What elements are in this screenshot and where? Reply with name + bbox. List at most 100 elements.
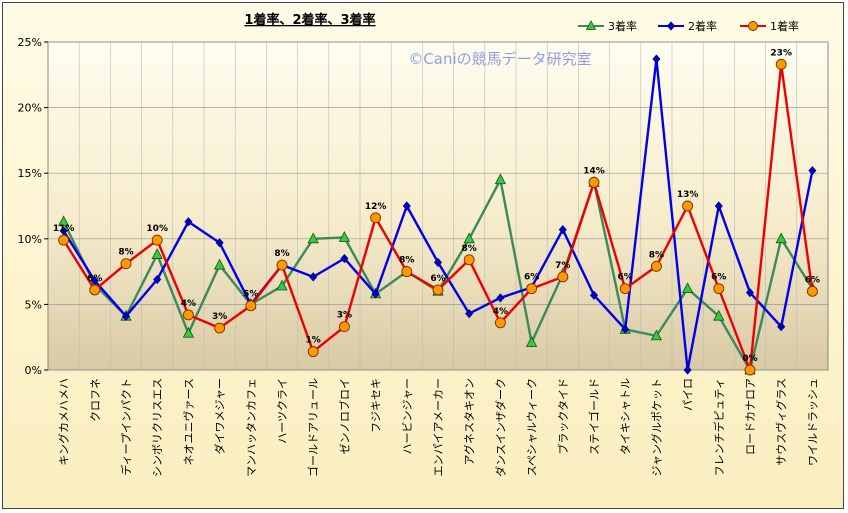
data-label-1st: 12%	[365, 202, 387, 212]
data-point-2nd	[340, 253, 349, 264]
data-point-3rd	[213, 258, 226, 270]
x-tick-label: サウスヴィグラス	[774, 378, 788, 466]
y-tick-label: 5%	[25, 298, 42, 311]
data-label-1st: 1%	[306, 336, 321, 346]
data-label-1st: 8%	[274, 249, 289, 259]
data-point-2nd	[745, 287, 755, 298]
legend-label-2: 2着率	[688, 19, 717, 33]
data-label-1st: 3%	[337, 311, 352, 321]
y-tick-label: 15%	[18, 167, 42, 180]
data-point-1st	[682, 200, 694, 212]
x-tick-label: ロードカナロア	[744, 378, 757, 455]
data-point-1st	[307, 346, 319, 358]
x-tick-label: ハーツクライ	[276, 378, 289, 444]
data-point-2nd	[808, 165, 817, 176]
data-point-1st	[463, 254, 475, 266]
chart-title: 1着率、2着率、3着率	[244, 12, 375, 28]
x-tick-label: アグネスタキオン	[462, 378, 476, 465]
data-point-2nd	[153, 274, 162, 285]
data-label-1st: 8%	[399, 256, 414, 266]
data-point-2nd	[465, 308, 474, 319]
data-label-1st: 6%	[711, 273, 726, 283]
data-point-1st	[370, 212, 382, 224]
x-tick-label: エンパイアメーカー	[432, 378, 445, 476]
data-point-2nd	[309, 272, 318, 282]
data-point-2nd	[496, 293, 505, 303]
y-tick-label: 25%	[18, 36, 42, 49]
data-point-2nd	[714, 201, 723, 211]
x-tick-label: ディープインパクト	[119, 378, 133, 476]
data-point-1st	[588, 176, 600, 188]
watermark-text: ©Caniの競馬データ研究室	[408, 50, 591, 68]
data-point-1st	[650, 260, 662, 272]
x-tick-label: マンハッタンカフェ	[245, 378, 258, 477]
legend-label-1: 3着率	[608, 19, 637, 33]
data-point-1st	[151, 234, 163, 246]
data-label-1st: 3%	[212, 312, 227, 322]
x-tick-label: クロフネ	[89, 378, 102, 422]
data-label-1st: 7%	[555, 261, 570, 271]
x-tick-label: ブラックタイド	[556, 378, 570, 455]
data-point-1st	[214, 322, 226, 334]
data-point-2nd	[184, 217, 193, 227]
data-label-1st: 10%	[146, 224, 168, 234]
x-tick-label: ダイワメジャー	[213, 378, 227, 454]
x-tick-label: ワイルドラッシュ	[806, 378, 819, 466]
y-tick-label: 10%	[18, 233, 42, 246]
data-point-3rd	[182, 326, 195, 338]
data-point-3rd	[276, 279, 288, 291]
data-point-2nd	[371, 289, 380, 299]
x-tick-label: ハービンジャー	[401, 378, 414, 454]
data-point-3rd	[681, 282, 694, 294]
x-tick-label: ジャングルポケット	[649, 378, 663, 476]
legend-marker-1st	[748, 21, 758, 31]
data-label-1st: 8%	[649, 250, 664, 260]
x-tick-label: パイロ	[682, 378, 695, 411]
x-tick-label: スペシャルウィーク	[526, 378, 539, 476]
data-point-1st	[182, 309, 194, 321]
data-point-3rd	[463, 232, 475, 244]
data-point-3rd	[713, 309, 725, 321]
data-label-1st: 6%	[87, 274, 102, 284]
data-point-3rd	[525, 336, 538, 347]
data-point-3rd	[57, 215, 70, 227]
x-tick-label: ゼンノロブロイ	[337, 378, 351, 454]
x-tick-label: キングカメハメハ	[57, 378, 71, 466]
data-point-2nd	[683, 365, 692, 375]
data-point-1st	[619, 283, 631, 295]
data-point-1st	[494, 317, 506, 329]
data-point-3rd	[775, 232, 787, 244]
data-point-3rd	[338, 231, 351, 242]
x-tick-label: フレンチデピュティ	[712, 378, 726, 476]
x-tick-label: フジキセキ	[370, 378, 383, 433]
data-point-1st	[744, 364, 756, 376]
data-label-1st: 6%	[805, 275, 820, 285]
data-point-2nd	[558, 225, 567, 235]
data-point-2nd	[121, 311, 131, 321]
data-point-1st	[806, 285, 818, 297]
data-point-1st	[89, 284, 101, 296]
legend-marker-3rd	[585, 20, 597, 30]
data-point-3rd	[151, 248, 163, 259]
data-label-1st: 8%	[462, 244, 477, 254]
legend-marker-2nd	[666, 21, 676, 31]
data-point-3rd	[494, 173, 507, 185]
data-label-1st: 13%	[677, 190, 699, 200]
data-point-1st	[338, 321, 350, 333]
data-point-2nd	[589, 290, 599, 300]
data-point-3rd	[307, 232, 319, 244]
data-point-1st	[775, 58, 787, 70]
legend-label-3: 1着率	[770, 19, 799, 33]
x-tick-label: ダンスインザダーク	[493, 378, 507, 477]
x-tick-label: シンボリクリスエス	[151, 378, 164, 477]
x-tick-label: ネオユニヴァース	[181, 378, 195, 465]
data-point-1st	[432, 284, 444, 296]
y-tick-label: 0%	[25, 364, 42, 377]
y-tick-label: 20%	[18, 102, 42, 115]
data-point-2nd	[402, 201, 411, 211]
data-point-1st	[120, 258, 132, 270]
data-label-1st: 14%	[583, 166, 605, 176]
x-tick-label: ゴールドアリュール	[306, 378, 320, 477]
data-point-1st	[401, 266, 413, 278]
data-point-1st	[713, 283, 725, 295]
